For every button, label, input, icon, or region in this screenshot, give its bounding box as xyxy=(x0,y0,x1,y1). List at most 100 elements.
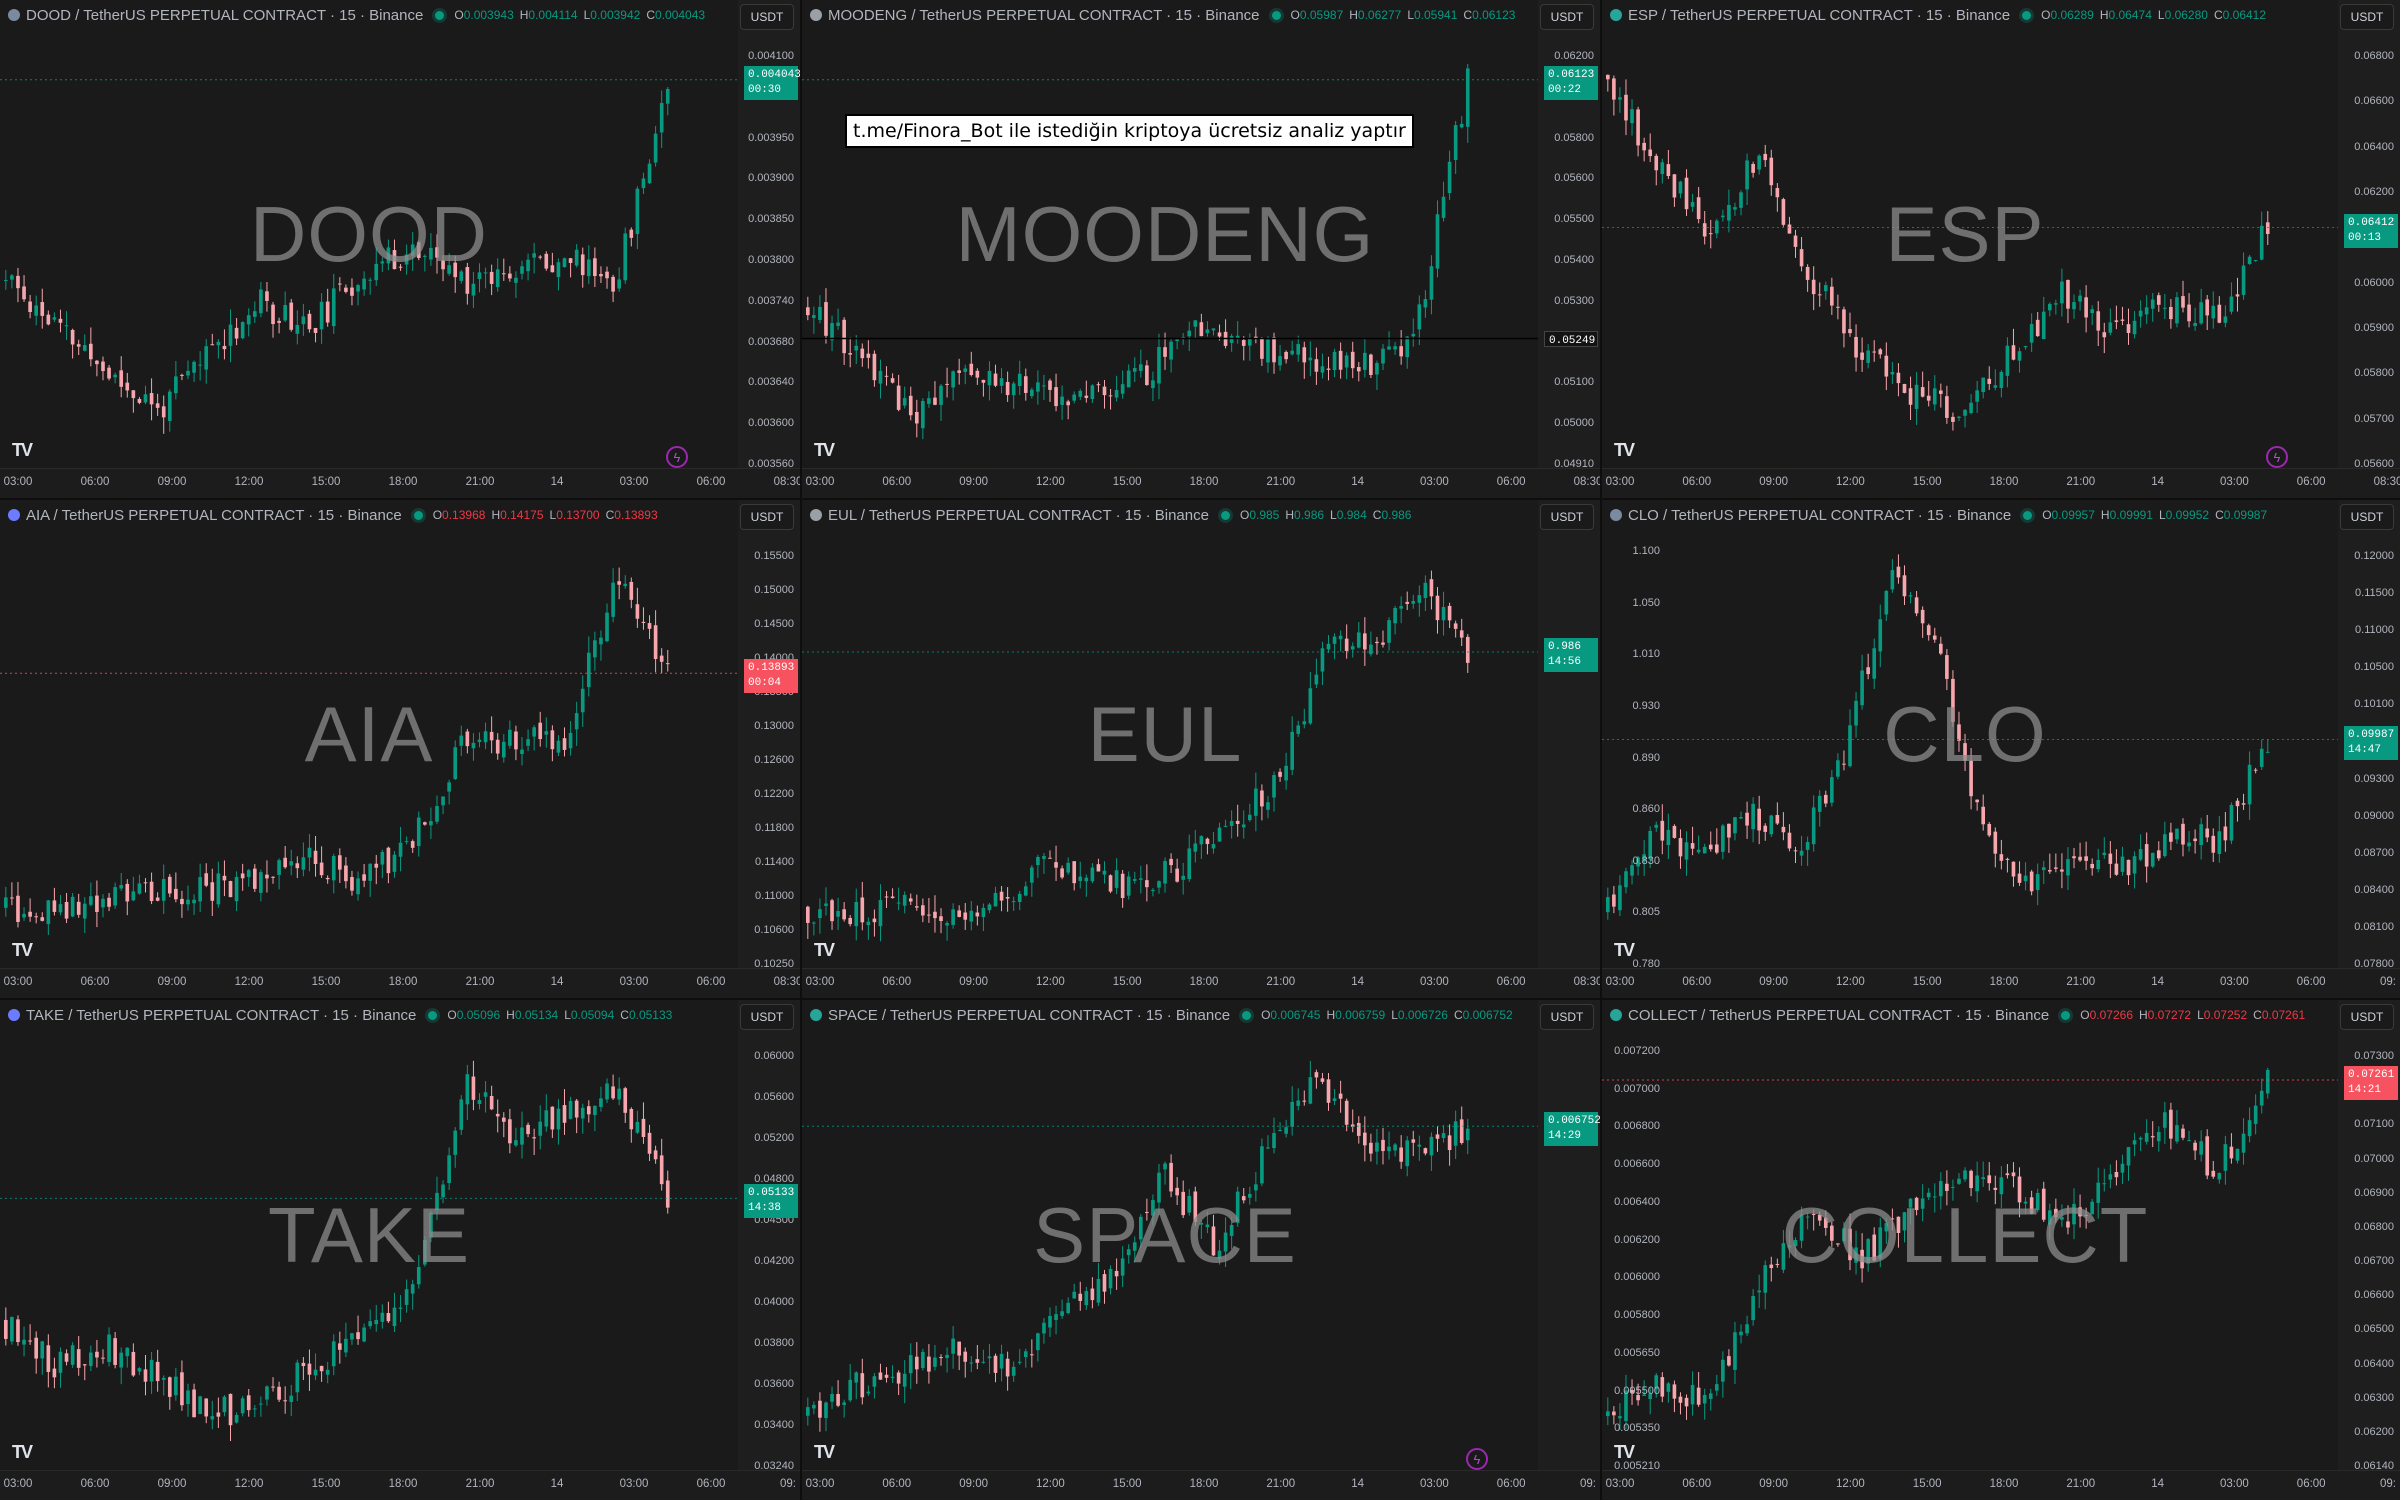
candle-body xyxy=(927,1356,931,1372)
symbol-header[interactable]: DOOD / TetherUS PERPETUAL CONTRACT · 15 … xyxy=(8,6,711,24)
candle-body xyxy=(951,1338,955,1354)
row-divider[interactable] xyxy=(0,498,2400,500)
current-price-tag[interactable]: 0.06412 00:13 xyxy=(2344,213,2398,248)
symbol-header[interactable]: EUL / TetherUS PERPETUAL CONTRACT · 15 ·… xyxy=(810,506,1417,524)
time-axis[interactable] xyxy=(0,1470,800,1500)
chart-panel-dood[interactable]: DOOD / TetherUS PERPETUAL CONTRACT · 15 … xyxy=(0,0,800,498)
candle-body xyxy=(2163,1112,2167,1128)
candlestick-plot[interactable] xyxy=(0,500,738,968)
currency-unit-button[interactable]: USDT xyxy=(740,4,794,30)
current-price-tag[interactable]: 0.09987 14:47 xyxy=(2344,725,2398,760)
currency-unit-button[interactable]: USDT xyxy=(740,1004,794,1030)
tradingview-logo[interactable]: TV xyxy=(12,940,33,960)
candle-body xyxy=(1654,155,1659,171)
tradingview-logo[interactable]: TV xyxy=(12,1442,33,1462)
candle-body xyxy=(28,1340,32,1342)
candle-body xyxy=(1854,336,1858,358)
bolt-icon[interactable]: ϟ xyxy=(1466,1448,1488,1470)
symbol-header[interactable]: CLO / TetherUS PERPETUAL CONTRACT · 15 ·… xyxy=(1610,506,2273,524)
tradingview-logo[interactable]: TV xyxy=(814,940,835,960)
currency-unit-button[interactable]: USDT xyxy=(2340,1004,2394,1030)
chart-panel-aia[interactable]: AIA / TetherUS PERPETUAL CONTRACT · 15 ·… xyxy=(0,500,800,998)
candle-body xyxy=(246,315,251,325)
candle-body xyxy=(2150,299,2155,309)
price-axis[interactable] xyxy=(738,1000,800,1500)
candle-body xyxy=(410,244,415,256)
candlestick-plot[interactable] xyxy=(0,1000,738,1470)
tradingview-logo[interactable]: TV xyxy=(1614,1442,1635,1462)
chart-panel-clo[interactable]: CLO / TetherUS PERPETUAL CONTRACT · 15 ·… xyxy=(1602,500,2400,998)
time-axis[interactable] xyxy=(0,968,800,998)
currency-unit-button[interactable]: USDT xyxy=(1540,4,1594,30)
bolt-icon[interactable]: ϟ xyxy=(666,446,688,468)
currency-unit-button[interactable]: USDT xyxy=(2340,504,2394,530)
market-status-icon xyxy=(435,10,445,20)
chart-panel-take[interactable]: TAKE / TetherUS PERPETUAL CONTRACT · 15 … xyxy=(0,1000,800,1500)
row-divider[interactable] xyxy=(0,998,2400,1000)
price-axis[interactable] xyxy=(2338,0,2400,498)
time-axis[interactable] xyxy=(1602,468,2400,498)
time-axis[interactable] xyxy=(802,968,1600,998)
price-axis[interactable] xyxy=(738,500,800,998)
chart-panel-esp[interactable]: ESP / TetherUS PERPETUAL CONTRACT · 15 ·… xyxy=(1602,0,2400,498)
current-price-tag[interactable]: 0.06123 00:22 xyxy=(1544,65,1598,100)
current-price-tag[interactable]: 0.05133 14:38 xyxy=(744,1184,798,1219)
price-axis[interactable] xyxy=(1538,500,1600,998)
candle-body xyxy=(301,857,306,870)
currency-unit-button[interactable]: USDT xyxy=(740,504,794,530)
time-axis[interactable] xyxy=(802,1470,1600,1500)
symbol-header[interactable]: COLLECT / TetherUS PERPETUAL CONTRACT · … xyxy=(1610,1006,2311,1024)
time-axis-label: 03:00 xyxy=(1605,1478,1635,1490)
column-divider[interactable] xyxy=(1600,0,1602,1500)
tradingview-logo[interactable]: TV xyxy=(1614,940,1635,960)
currency-unit-button[interactable]: USDT xyxy=(2340,4,2394,30)
tradingview-logo[interactable]: TV xyxy=(814,1442,835,1462)
current-price-tag[interactable]: 0.006752 14:29 xyxy=(1544,1112,1600,1147)
time-axis[interactable] xyxy=(0,468,800,498)
candle-body xyxy=(1799,249,1804,267)
candlestick-plot[interactable] xyxy=(802,1000,1538,1470)
candle-body xyxy=(562,1105,567,1123)
time-axis[interactable] xyxy=(1602,968,2400,998)
candlestick-plot[interactable] xyxy=(802,500,1538,968)
candlestick-plot[interactable] xyxy=(802,0,1538,468)
time-axis[interactable] xyxy=(802,468,1600,498)
level-price-tag[interactable]: 0.05249 xyxy=(1544,330,1598,347)
coin-icon xyxy=(8,9,20,21)
candlestick-plot[interactable] xyxy=(0,0,738,468)
current-price-tag[interactable]: 0.07261 14:21 xyxy=(2344,1066,2398,1100)
candlestick-plot[interactable] xyxy=(1602,1000,2338,1470)
candlestick-plot[interactable] xyxy=(1602,500,2338,968)
ohlc-values: O0.09957 H0.09991 L0.09952 C0.09987 xyxy=(2042,508,2273,522)
chart-panel-moodeng[interactable]: MOODENG / TetherUS PERPETUAL CONTRACT · … xyxy=(802,0,1600,498)
candle-body xyxy=(471,283,476,296)
price-axis[interactable] xyxy=(1538,1000,1600,1500)
candlestick-plot[interactable] xyxy=(1602,0,2338,468)
chart-panel-space[interactable]: SPACE / TetherUS PERPETUAL CONTRACT · 15… xyxy=(802,1000,1600,1500)
bar-countdown: 14:38 xyxy=(748,1202,782,1215)
price-axis-label: 0.07800 xyxy=(2354,958,2394,970)
symbol-header[interactable]: SPACE / TetherUS PERPETUAL CONTRACT · 15… xyxy=(810,1006,1519,1024)
bolt-icon[interactable]: ϟ xyxy=(2266,446,2288,468)
tradingview-logo[interactable]: TV xyxy=(1614,440,1635,460)
symbol-header[interactable]: TAKE / TetherUS PERPETUAL CONTRACT · 15 … xyxy=(8,1006,678,1024)
symbol-header[interactable]: ESP / TetherUS PERPETUAL CONTRACT · 15 ·… xyxy=(1610,6,2272,24)
candle-body xyxy=(1708,844,1713,850)
column-divider[interactable] xyxy=(800,0,802,1500)
chart-panel-eul[interactable]: EUL / TetherUS PERPETUAL CONTRACT · 15 ·… xyxy=(802,500,1600,998)
currency-unit-button[interactable]: USDT xyxy=(1540,504,1594,530)
current-price-tag[interactable]: 0.986 14:56 xyxy=(1544,637,1598,672)
tradingview-logo[interactable]: TV xyxy=(814,440,835,460)
current-price-tag[interactable]: 0.004043 00:30 xyxy=(744,65,800,100)
symbol-header[interactable]: MOODENG / TetherUS PERPETUAL CONTRACT · … xyxy=(810,6,1521,24)
time-axis[interactable] xyxy=(1602,1470,2400,1500)
candle-body xyxy=(1769,1264,1774,1269)
candle-body xyxy=(1023,1351,1028,1357)
symbol-header[interactable]: AIA / TetherUS PERPETUAL CONTRACT · 15 ·… xyxy=(8,506,664,524)
candle-body xyxy=(125,883,130,902)
current-price-tag[interactable]: 0.13893 00:04 xyxy=(744,659,798,694)
tradingview-logo[interactable]: TV xyxy=(12,440,33,460)
candle-body xyxy=(1272,337,1276,363)
currency-unit-button[interactable]: USDT xyxy=(1540,1004,1594,1030)
chart-panel-collect[interactable]: COLLECT / TetherUS PERPETUAL CONTRACT · … xyxy=(1602,1000,2400,1500)
